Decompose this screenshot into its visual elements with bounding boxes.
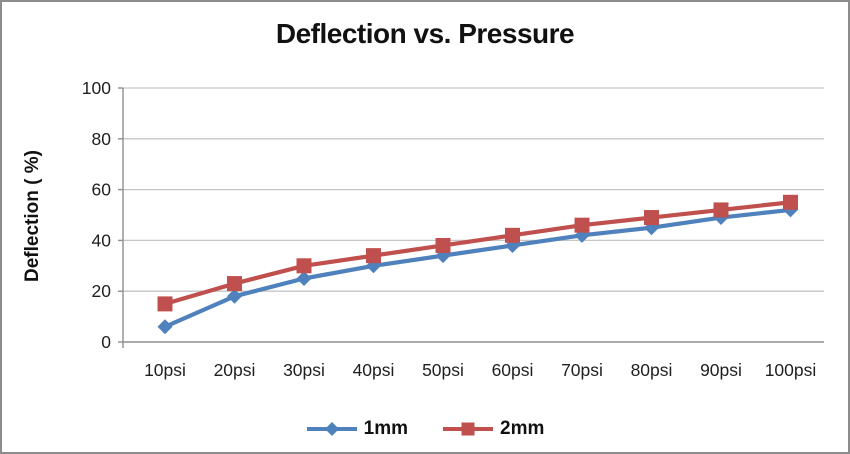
x-label-60psi: 60psi (492, 360, 534, 380)
square-marker-icon (435, 237, 451, 253)
square-marker-icon (366, 248, 381, 264)
x-label-10psi: 10psi (144, 360, 186, 380)
square-marker-icon (227, 276, 242, 292)
square-marker-icon (644, 210, 659, 226)
x-label-80psi: 80psi (631, 360, 673, 380)
series-2mm (157, 194, 798, 312)
1mm-series-marker-icon (306, 422, 357, 436)
diamond-marker-icon (157, 319, 173, 335)
legend-label-1mm: 1mm (363, 418, 408, 439)
x-label-40psi: 40psi (353, 360, 395, 380)
x-label-100psi: 100psi (765, 360, 817, 380)
y-tick-label-100: 100 (82, 78, 111, 98)
series-1mm-line (162, 207, 793, 329)
diamond-marker-icon (227, 288, 242, 304)
y-tick-label-80: 80 (92, 129, 112, 149)
y-tick-label-40: 40 (92, 230, 112, 250)
y-tick-label-0: 0 (101, 332, 111, 352)
y-tick-label-60: 60 (92, 180, 112, 200)
diamond-marker-icon (296, 271, 312, 286)
x-label-30psi: 30psi (283, 360, 325, 380)
square-marker-icon (783, 194, 798, 210)
x-label-70psi: 70psi (561, 360, 603, 380)
series-2mm-line (162, 200, 793, 306)
chart-title: Deflection vs. Pressure (275, 18, 575, 49)
square-marker-icon (157, 296, 173, 312)
diamond-marker-icon (324, 422, 339, 436)
square-marker-icon (296, 258, 312, 274)
square-marker-icon (574, 217, 590, 233)
legend-label-2mm: 2mm (500, 418, 545, 439)
legend-item-1mm: 1mm (306, 418, 408, 440)
x-label-90psi: 90psi (700, 360, 742, 380)
x-label-50psi: 50psi (422, 360, 464, 380)
y-tick-label-20: 20 (92, 281, 112, 301)
2mm-series-marker-icon (443, 422, 493, 436)
square-marker-icon (461, 422, 475, 436)
square-marker-icon (713, 202, 729, 218)
series-1mm (157, 202, 798, 335)
legend-item-2mm: 2mm (442, 418, 544, 440)
square-marker-icon (505, 227, 520, 243)
x-label-20psi: 20psi (214, 360, 256, 380)
chart-legend: 1mm 2mm (2, 418, 848, 440)
